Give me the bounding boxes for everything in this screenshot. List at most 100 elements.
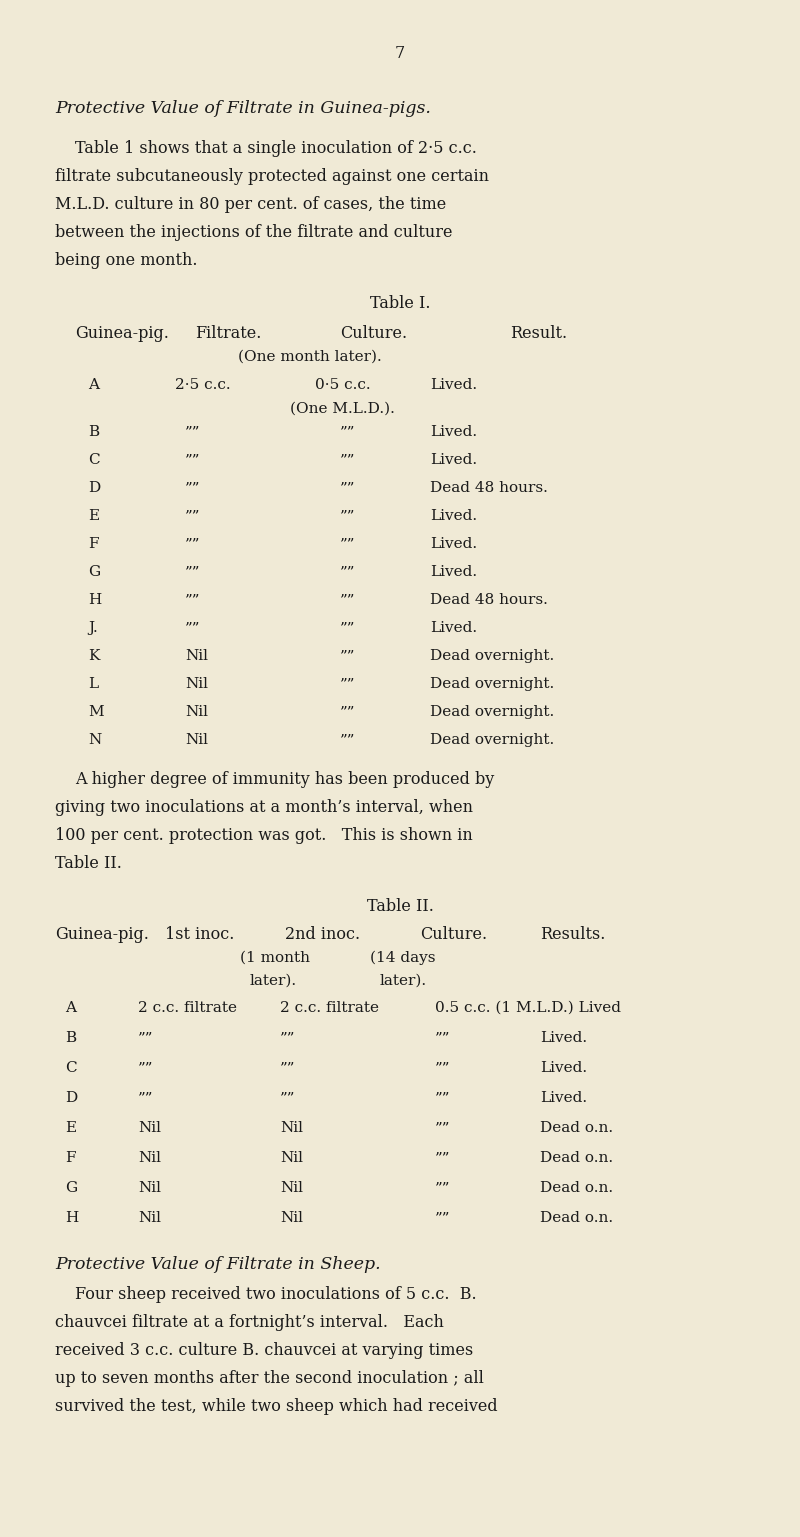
Text: Lived.: Lived. (430, 426, 477, 440)
Text: (One M.L.D.).: (One M.L.D.). (290, 403, 395, 417)
Text: 2·5 c.c.: 2·5 c.c. (175, 378, 230, 392)
Text: Nil: Nil (280, 1120, 303, 1134)
Text: ””: ”” (340, 649, 355, 662)
Text: between the injections of the filtrate and culture: between the injections of the filtrate a… (55, 224, 453, 241)
Text: F: F (65, 1151, 75, 1165)
Text: ””: ”” (340, 536, 355, 550)
Text: J.: J. (88, 621, 98, 635)
Text: ””: ”” (185, 481, 201, 495)
Text: D: D (65, 1091, 78, 1105)
Text: A: A (65, 1001, 76, 1014)
Text: Lived.: Lived. (430, 509, 477, 523)
Text: Nil: Nil (280, 1180, 303, 1194)
Text: ””: ”” (185, 509, 201, 523)
Text: Nil: Nil (138, 1180, 161, 1194)
Text: 2 c.c. filtrate: 2 c.c. filtrate (280, 1001, 379, 1014)
Text: A: A (88, 378, 99, 392)
Text: ””: ”” (280, 1061, 295, 1074)
Text: Nil: Nil (280, 1151, 303, 1165)
Text: Table I.: Table I. (370, 295, 430, 312)
Text: Culture.: Culture. (340, 324, 407, 343)
Text: Result.: Result. (510, 324, 567, 343)
Text: up to seven months after the second inoculation ; all: up to seven months after the second inoc… (55, 1369, 484, 1386)
Text: H: H (88, 593, 102, 607)
Text: Guinea-pig.: Guinea-pig. (75, 324, 169, 343)
Text: Dead o.n.: Dead o.n. (540, 1211, 613, 1225)
Text: 2nd inoc.: 2nd inoc. (285, 925, 360, 944)
Text: H: H (65, 1211, 78, 1225)
Text: 2 c.c. filtrate: 2 c.c. filtrate (138, 1001, 237, 1014)
Text: Nil: Nil (138, 1151, 161, 1165)
Text: filtrate subcutaneously protected against one certain: filtrate subcutaneously protected agains… (55, 168, 489, 184)
Text: Dead overnight.: Dead overnight. (430, 733, 554, 747)
Text: Nil: Nil (185, 676, 208, 692)
Text: L: L (88, 676, 98, 692)
Text: being one month.: being one month. (55, 252, 198, 269)
Text: Nil: Nil (138, 1120, 161, 1134)
Text: 0·5 c.c.: 0·5 c.c. (315, 378, 370, 392)
Text: ””: ”” (435, 1211, 450, 1225)
Text: B: B (88, 426, 99, 440)
Text: Culture.: Culture. (420, 925, 487, 944)
Text: ””: ”” (435, 1120, 450, 1134)
Text: A higher degree of immunity has been produced by: A higher degree of immunity has been pro… (75, 772, 494, 788)
Text: ””: ”” (340, 621, 355, 635)
Text: later).: later). (380, 974, 427, 988)
Text: (One month later).: (One month later). (238, 350, 382, 364)
Text: Table 1 shows that a single inoculation of 2·5 c.c.: Table 1 shows that a single inoculation … (75, 140, 477, 157)
Text: 7: 7 (395, 45, 405, 61)
Text: ””: ”” (435, 1091, 450, 1105)
Text: C: C (88, 453, 100, 467)
Text: ””: ”” (435, 1061, 450, 1074)
Text: 1st inoc.: 1st inoc. (165, 925, 234, 944)
Text: M: M (88, 705, 104, 719)
Text: Lived.: Lived. (540, 1031, 587, 1045)
Text: E: E (88, 509, 99, 523)
Text: Dead o.n.: Dead o.n. (540, 1180, 613, 1194)
Text: ””: ”” (435, 1151, 450, 1165)
Text: ””: ”” (340, 705, 355, 719)
Text: M.L.D. culture in 80 per cent. of cases, the time: M.L.D. culture in 80 per cent. of cases,… (55, 197, 446, 214)
Text: ””: ”” (435, 1180, 450, 1194)
Text: C: C (65, 1061, 77, 1074)
Text: ””: ”” (185, 536, 201, 550)
Text: ””: ”” (138, 1031, 154, 1045)
Text: chauvcei filtrate at a fortnight’s interval.   Each: chauvcei filtrate at a fortnight’s inter… (55, 1314, 444, 1331)
Text: ””: ”” (185, 621, 201, 635)
Text: ””: ”” (340, 593, 355, 607)
Text: Nil: Nil (185, 649, 208, 662)
Text: ””: ”” (340, 426, 355, 440)
Text: Lived.: Lived. (430, 378, 477, 392)
Text: Nil: Nil (185, 733, 208, 747)
Text: ””: ”” (340, 481, 355, 495)
Text: ””: ”” (340, 566, 355, 579)
Text: N: N (88, 733, 102, 747)
Text: ””: ”” (340, 509, 355, 523)
Text: B: B (65, 1031, 76, 1045)
Text: ””: ”” (340, 733, 355, 747)
Text: Filtrate.: Filtrate. (195, 324, 262, 343)
Text: Nil: Nil (185, 705, 208, 719)
Text: Nil: Nil (280, 1211, 303, 1225)
Text: Dead overnight.: Dead overnight. (430, 649, 554, 662)
Text: giving two inoculations at a month’s interval, when: giving two inoculations at a month’s int… (55, 799, 473, 816)
Text: Protective Value of Filtrate in Sheep.: Protective Value of Filtrate in Sheep. (55, 1256, 381, 1273)
Text: D: D (88, 481, 100, 495)
Text: G: G (88, 566, 100, 579)
Text: E: E (65, 1120, 76, 1134)
Text: survived the test, while two sheep which had received: survived the test, while two sheep which… (55, 1399, 498, 1416)
Text: Protective Value of Filtrate in Guinea-pigs.: Protective Value of Filtrate in Guinea-p… (55, 100, 431, 117)
Text: Nil: Nil (138, 1211, 161, 1225)
Text: Four sheep received two inoculations of 5 c.c.  B.: Four sheep received two inoculations of … (75, 1286, 477, 1303)
Text: (14 days: (14 days (370, 951, 435, 965)
Text: Lived.: Lived. (540, 1061, 587, 1074)
Text: Lived.: Lived. (430, 453, 477, 467)
Text: 100 per cent. protection was got.   This is shown in: 100 per cent. protection was got. This i… (55, 827, 473, 844)
Text: ””: ”” (138, 1091, 154, 1105)
Text: Lived.: Lived. (430, 536, 477, 550)
Text: ””: ”” (138, 1061, 154, 1074)
Text: ””: ”” (185, 426, 201, 440)
Text: G: G (65, 1180, 78, 1194)
Text: Dead o.n.: Dead o.n. (540, 1120, 613, 1134)
Text: Results.: Results. (540, 925, 606, 944)
